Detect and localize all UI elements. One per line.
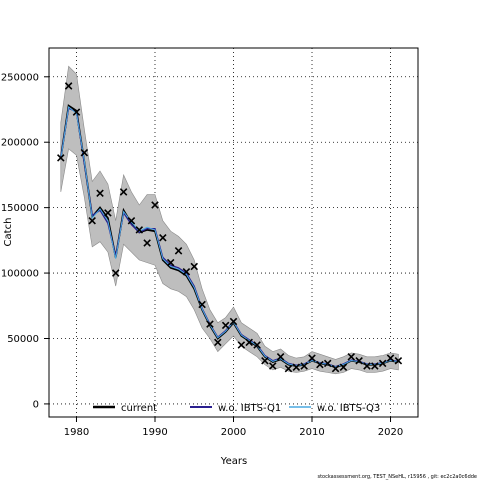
observed-point (135, 226, 144, 234)
legend-label-current: current (121, 403, 157, 414)
observed-point (237, 341, 246, 349)
y-tick-label: 0 (33, 399, 39, 410)
x-axis-title: Years (220, 456, 247, 467)
observed-point (57, 154, 65, 162)
y-tick-label: 250000 (1, 72, 39, 83)
observed-point (363, 362, 371, 370)
legend-label-wo-ibts-q1: w.o. IBTS-Q1 (218, 403, 281, 414)
observed-point (64, 82, 73, 90)
observed-point (80, 148, 89, 157)
x-tick-label: 2020 (378, 427, 403, 438)
observed-point (229, 317, 238, 326)
observed-point (159, 233, 167, 242)
x-tick-label: 1980 (64, 427, 89, 438)
observed-point (143, 239, 151, 247)
x-tick-label: 2000 (221, 427, 246, 438)
observed-point (276, 353, 285, 361)
observed-point (253, 341, 261, 349)
observed-point (174, 247, 183, 255)
observed-point (111, 269, 120, 277)
observed-point (347, 353, 356, 361)
observed-point (323, 359, 332, 368)
y-tick-label: 50000 (7, 334, 39, 345)
observed-point (119, 188, 128, 196)
observed-point (198, 300, 206, 309)
observed-point (245, 338, 253, 347)
observed-point (308, 354, 316, 362)
y-axis-title: Catch (3, 218, 14, 247)
x-axis: 1980 1990 2000 2010 2020 (64, 417, 403, 438)
observed-point (166, 258, 175, 267)
observed-point (190, 262, 199, 271)
x-tick-label: 2010 (299, 427, 324, 438)
observed-point (206, 320, 214, 328)
observed-point (371, 362, 379, 370)
observed-point (300, 362, 308, 370)
observed-point (104, 209, 112, 217)
observed-point (261, 356, 269, 365)
legend: current w.o. IBTS-Q1 w.o. IBTS-Q3 (93, 403, 380, 414)
observed-point (339, 363, 348, 372)
y-tick-label: 150000 (1, 203, 39, 214)
observed-point (386, 354, 395, 362)
observed-points-layer (57, 82, 403, 373)
observed-point (355, 356, 363, 365)
observed-point (378, 359, 387, 368)
observed-point (151, 201, 159, 209)
observed-point (331, 364, 340, 373)
observed-point (394, 356, 403, 365)
grid (49, 48, 418, 417)
observed-point (72, 108, 81, 116)
observed-point (182, 267, 191, 276)
observed-point (284, 364, 293, 373)
observed-point (214, 338, 222, 347)
y-axis: 0 50000 100000 150000 200000 250000 (1, 72, 49, 410)
observed-point (96, 189, 104, 198)
observed-point (221, 321, 230, 330)
observed-point (268, 362, 277, 370)
observed-point (316, 360, 324, 369)
legend-label-wo-ibts-q3: w.o. IBTS-Q3 (317, 403, 380, 414)
y-tick-label: 100000 (1, 269, 39, 280)
observed-point (127, 216, 136, 225)
footer-credit: stockassessment.org, TEST_NSeHL, r15956 … (317, 474, 477, 480)
y-tick-label: 200000 (1, 138, 39, 149)
observed-point (292, 363, 301, 372)
x-tick-label: 1990 (142, 427, 167, 438)
observed-point (88, 216, 96, 225)
